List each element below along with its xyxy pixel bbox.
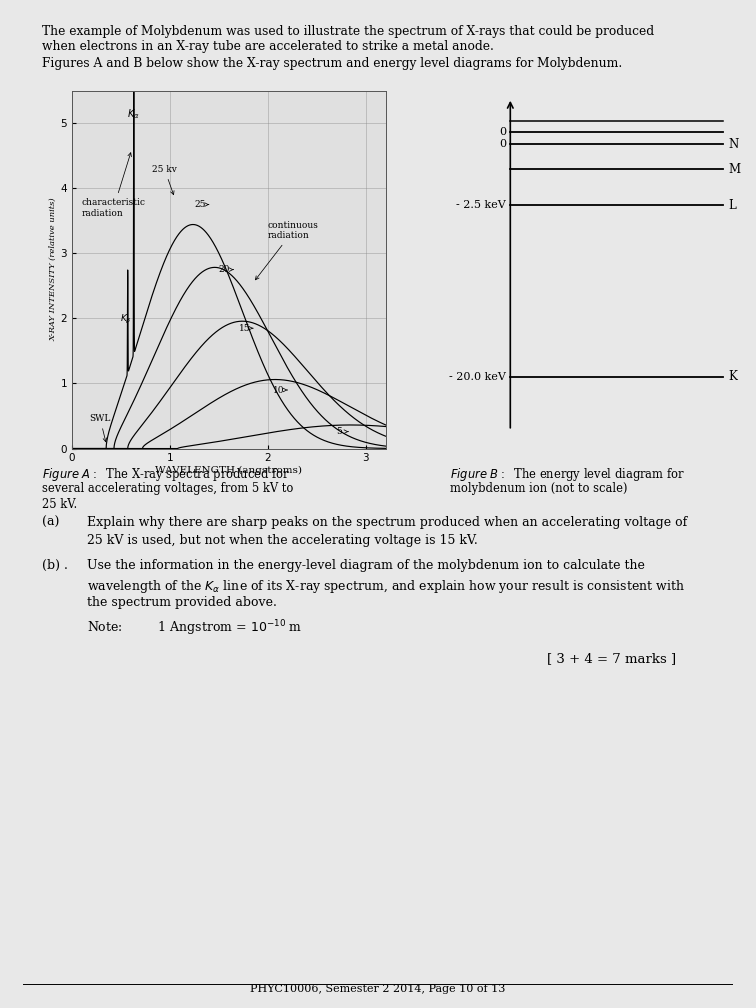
Text: 25 kV is used, but not when the accelerating voltage is 15 kV.: 25 kV is used, but not when the accelera…	[87, 534, 478, 547]
Text: SWL: SWL	[89, 414, 111, 442]
Text: several accelerating voltages, from 5 kV to: several accelerating voltages, from 5 kV…	[42, 482, 293, 495]
Text: PHYC10006, Semester 2 2014, Page 10 of 13: PHYC10006, Semester 2 2014, Page 10 of 1…	[250, 985, 506, 994]
Text: $K_\alpha$: $K_\alpha$	[128, 107, 140, 121]
X-axis label: WAVELENGTH (angstroms): WAVELENGTH (angstroms)	[155, 466, 302, 476]
Text: 5: 5	[336, 427, 348, 436]
Text: [ 3 + 4 = 7 marks ]: [ 3 + 4 = 7 marks ]	[547, 652, 677, 665]
Text: (a): (a)	[42, 516, 59, 529]
Text: 0: 0	[499, 127, 506, 137]
Text: molybdenum ion (not to scale): molybdenum ion (not to scale)	[450, 482, 627, 495]
Text: N: N	[729, 138, 739, 151]
Text: $\it{Figure\ A:}$  The X-ray spectra produced for: $\it{Figure\ A:}$ The X-ray spectra prod…	[42, 466, 290, 483]
Text: continuous
radiation: continuous radiation	[256, 221, 319, 280]
Text: when electrons in an X-ray tube are accelerated to strike a metal anode.: when electrons in an X-ray tube are acce…	[42, 40, 494, 53]
Text: M: M	[729, 163, 741, 176]
Text: 0: 0	[499, 139, 506, 149]
Y-axis label: X-RAY INTENSITY (relative units): X-RAY INTENSITY (relative units)	[50, 198, 57, 342]
Text: 10: 10	[273, 385, 287, 394]
Text: Use the information in the energy-level diagram of the molybdenum ion to calcula: Use the information in the energy-level …	[87, 559, 645, 573]
Text: (b) .: (b) .	[42, 559, 67, 573]
Text: 15: 15	[238, 324, 253, 333]
Text: L: L	[729, 199, 736, 212]
Text: 20: 20	[219, 265, 233, 274]
Text: $\it{Figure\ B:}$  The energy level diagram for: $\it{Figure\ B:}$ The energy level diagr…	[450, 466, 685, 483]
Text: characteristic
radiation: characteristic radiation	[82, 153, 146, 218]
Text: wavelength of the $K_\alpha$ line of its X-ray spectrum, and explain how your re: wavelength of the $K_\alpha$ line of its…	[87, 578, 685, 595]
Text: 25 kV.: 25 kV.	[42, 498, 77, 511]
Text: the spectrum provided above.: the spectrum provided above.	[87, 596, 277, 609]
Text: 25: 25	[194, 200, 209, 209]
Text: K: K	[729, 371, 737, 383]
Text: Explain why there are sharp peaks on the spectrum produced when an accelerating : Explain why there are sharp peaks on the…	[87, 516, 687, 529]
Text: The example of Molybdenum was used to illustrate the spectrum of X-rays that cou: The example of Molybdenum was used to il…	[42, 25, 654, 38]
Text: Figures A and B below show the X-ray spectrum and energy level diagrams for Moly: Figures A and B below show the X-ray spe…	[42, 57, 622, 71]
Text: - 2.5 keV: - 2.5 keV	[457, 201, 506, 211]
Text: $K_\beta$: $K_\beta$	[120, 313, 132, 327]
Text: Note:         1 Angstrom = $10^{-10}$ m: Note: 1 Angstrom = $10^{-10}$ m	[87, 618, 302, 637]
Text: 25 kv: 25 kv	[152, 165, 177, 195]
Text: - 20.0 keV: - 20.0 keV	[449, 372, 506, 382]
